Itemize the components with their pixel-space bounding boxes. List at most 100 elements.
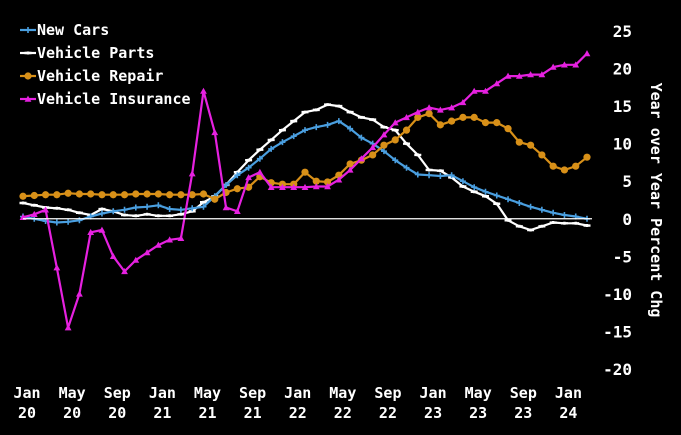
vehicle-insurance-point <box>211 129 219 136</box>
new-cars-point <box>189 205 196 212</box>
vehicle-repair-point <box>369 151 377 159</box>
new-cars-point <box>279 139 286 146</box>
new-cars-point <box>437 172 444 179</box>
legend-marker <box>24 51 32 55</box>
vehicle-repair-point <box>425 110 433 118</box>
vehicle-repair-point <box>481 119 490 127</box>
x-tick-month: Jan <box>149 384 176 402</box>
vehicle-insurance-point <box>30 210 38 217</box>
axis-layer: 25 20 15 10 5 0 -5 -10 -15 -20 Jan 20 May 20 Sep 20 Jan 2… <box>13 22 632 422</box>
vehicle-insurance-point <box>42 206 49 213</box>
vehicle-insurance-point <box>87 228 95 236</box>
vehicle-parts-point <box>121 213 129 217</box>
vehicle-repair-point <box>154 190 162 198</box>
x-tick-year: 22 <box>289 404 307 422</box>
new-cars-point <box>98 210 105 217</box>
vehicle-insurance-point <box>222 204 230 211</box>
vehicle-insurance-point <box>267 183 275 190</box>
vehicle-insurance-point <box>177 234 185 242</box>
vehicle-parts-point <box>459 184 467 188</box>
new-cars-point <box>403 164 410 171</box>
vehicle-insurance-point <box>482 87 489 94</box>
new-cars-point <box>155 202 162 209</box>
vehicle-insurance-point <box>64 324 72 331</box>
vehicle-parts-point <box>143 212 151 216</box>
vehicle-parts-point <box>177 212 185 216</box>
vehicle-insurance-point <box>391 119 399 126</box>
vehicle-insurance-point <box>436 106 444 113</box>
vehicle-parts-point <box>132 214 140 218</box>
vehicle-insurance-point <box>549 63 557 70</box>
vehicle-insurance-point <box>527 71 534 78</box>
legend-item-vehicle-insurance: Vehicle Insurance <box>20 90 191 108</box>
vehicle-repair-point <box>188 191 196 199</box>
new-cars-point <box>482 188 489 195</box>
new-cars-point <box>177 206 184 213</box>
legend: New Cars Vehicle Parts Vehicle Repair Vehic… <box>20 21 191 108</box>
x-tick-year: 23 <box>424 404 442 422</box>
new-cars-point <box>527 203 534 210</box>
y-tick-label: 10 <box>613 135 632 154</box>
vehicle-parts-point <box>312 108 320 112</box>
new-cars-point <box>53 219 60 226</box>
vehicle-parts-point <box>425 168 433 172</box>
new-cars-point <box>448 172 455 179</box>
vehicle-parts-point <box>369 118 377 122</box>
new-cars-point <box>426 172 433 179</box>
vehicle-parts-point <box>154 214 162 218</box>
vehicle-insurance-point <box>290 183 298 190</box>
vehicle-repair-point <box>515 138 523 146</box>
vehicle-insurance-point <box>200 87 207 94</box>
vehicle-parts-point <box>527 228 535 232</box>
vehicle-insurance-point <box>98 226 106 233</box>
x-tick-month: Sep <box>374 384 401 402</box>
new-cars-point <box>65 218 72 225</box>
y-tick-label: 25 <box>613 22 632 41</box>
vehicle-parts-point <box>346 110 354 114</box>
new-cars-point <box>538 206 545 213</box>
vehicle-parts-point <box>53 206 61 210</box>
vehicle-repair-point <box>504 125 512 133</box>
y-tick-label: -10 <box>603 285 632 304</box>
vehicle-parts-point <box>549 221 557 225</box>
vehicle-repair-point <box>470 113 478 121</box>
legend-marker <box>25 27 31 33</box>
vehicle-parts-point <box>335 104 343 108</box>
vehicle-parts-point <box>19 201 27 205</box>
vehicle-insurance-point <box>572 61 580 68</box>
vehicle-insurance-point <box>256 168 264 175</box>
y-tick-label: -15 <box>603 322 632 341</box>
series-layer <box>19 50 591 331</box>
vehicle-insurance-point <box>324 183 331 190</box>
new-cars-point <box>471 184 478 191</box>
vehicle-insurance-point <box>414 108 422 115</box>
vehicle-insurance-point <box>154 241 162 248</box>
vehicle-parts-point <box>470 190 478 194</box>
x-tick-year: 21 <box>153 404 171 422</box>
vehicle-insurance-point <box>583 50 591 57</box>
vehicle-parts-point <box>301 110 309 114</box>
y-tick-label: 0 <box>622 210 632 229</box>
vehicle-insurance-point <box>470 87 478 94</box>
vehicle-repair-point <box>177 191 185 199</box>
x-tick-month: Jan <box>284 384 311 402</box>
vehicle-insurance-point <box>279 183 286 190</box>
vehicle-parts-point <box>75 211 83 215</box>
x-tick-year: 21 <box>244 404 262 422</box>
vehicle-parts-point <box>324 103 332 107</box>
new-cars-point <box>268 145 275 152</box>
vehicle-parts-point <box>583 224 591 228</box>
x-tick-year: 20 <box>108 404 126 422</box>
vehicle-parts-point <box>414 153 422 157</box>
vehicle-repair-point <box>199 190 208 198</box>
new-cars-point <box>347 125 354 132</box>
x-tick-year: 20 <box>18 404 36 422</box>
new-cars-point <box>256 155 263 162</box>
x-tick-month: Sep <box>239 384 266 402</box>
new-cars-point <box>144 203 151 210</box>
vehicle-repair-point <box>414 113 422 121</box>
vehicle-insurance-point <box>425 104 433 111</box>
vehicle-repair-point <box>583 153 591 161</box>
new-cars-point <box>493 192 500 199</box>
